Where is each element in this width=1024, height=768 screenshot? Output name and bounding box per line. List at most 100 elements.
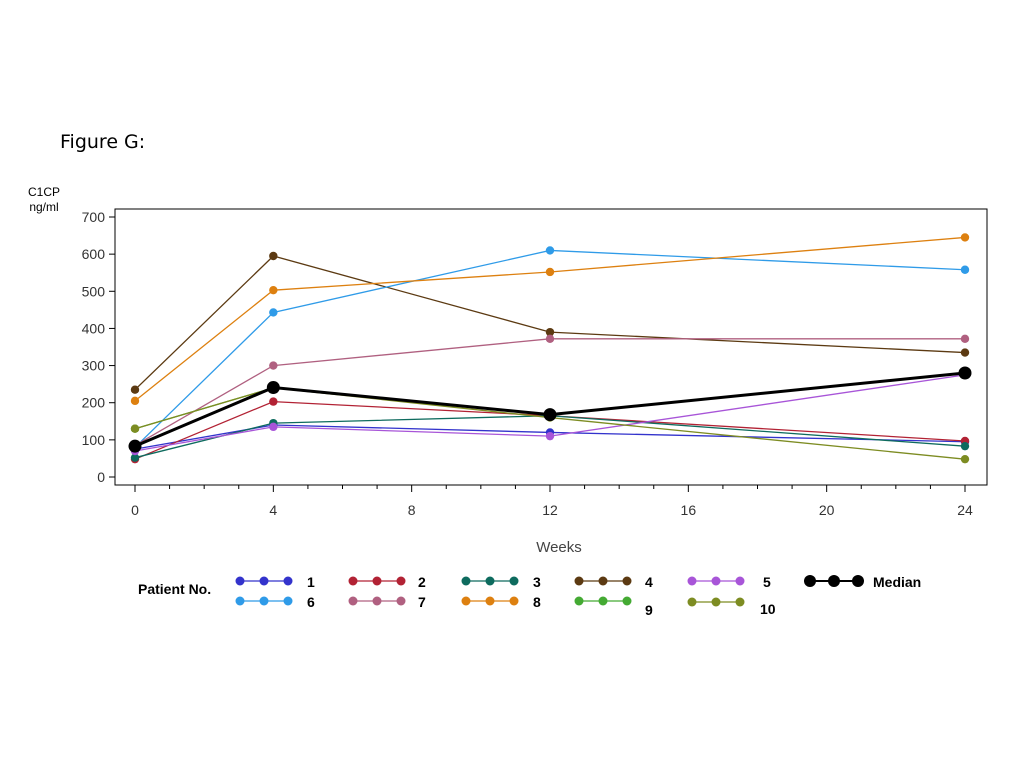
data-point: [960, 348, 970, 357]
legend-marker: [852, 575, 864, 587]
legend-marker: [396, 596, 406, 606]
x-tick-label: 20: [819, 502, 835, 518]
legend-marker: [687, 576, 697, 586]
legend-marker: [235, 576, 245, 586]
series-line-7: [134, 338, 965, 446]
legend-marker: [598, 576, 608, 586]
legend-marker: [283, 596, 293, 606]
data-point: [269, 361, 278, 370]
legend-title: Patient No.: [138, 581, 211, 597]
legend-label: 5: [763, 574, 771, 590]
legend-item-10: 10: [687, 597, 776, 617]
legend-label: 10: [760, 601, 776, 617]
legend-item-2: 2: [348, 574, 426, 590]
series-line-10: [134, 387, 966, 460]
legend-marker: [348, 576, 358, 586]
x-tick-label: 16: [681, 502, 697, 518]
legend-marker: [687, 597, 697, 607]
legend-marker: [485, 596, 495, 606]
y-tick-label: 200: [82, 395, 106, 411]
legend-label: 3: [533, 574, 541, 590]
legend-label: 7: [418, 594, 426, 610]
data-point: [545, 327, 555, 337]
figure-title: Figure G:: [60, 131, 146, 153]
data-point: [269, 397, 278, 406]
y-tick-label: 600: [82, 246, 106, 262]
legend-marker: [461, 596, 471, 606]
legend-label: 4: [645, 574, 653, 590]
x-tick-label: 8: [408, 502, 416, 518]
data-point: [269, 308, 278, 317]
legend-marker: [711, 576, 721, 586]
legend-marker: [348, 596, 358, 606]
data-point: [960, 233, 970, 242]
data-point: [960, 454, 970, 464]
y-tick-label: 100: [82, 432, 106, 448]
legend-marker: [711, 597, 721, 607]
series-line-3: [134, 415, 966, 459]
legend-item-5: 5: [687, 574, 771, 590]
legend-marker: [259, 596, 269, 606]
legend-label: 8: [533, 594, 541, 610]
y-tick-label: 0: [97, 469, 105, 485]
data-point: [543, 408, 557, 422]
y-tick-label: 700: [82, 209, 106, 225]
legend-item-6: 6: [235, 594, 315, 610]
legend-label: 6: [307, 594, 315, 610]
series-line-median: [134, 371, 966, 448]
data-point: [545, 267, 555, 277]
legend-item-8: 8: [461, 594, 541, 610]
legend-label: 2: [418, 574, 426, 590]
data-point: [269, 422, 278, 432]
data-point: [960, 441, 970, 451]
data-point: [266, 380, 280, 394]
x-axis-title: Weeks: [536, 539, 582, 556]
x-tick-label: 12: [542, 502, 558, 518]
legend-marker: [574, 576, 584, 586]
series-line-8: [134, 236, 966, 402]
legend-item-1: 1: [235, 574, 315, 590]
legend-marker: [509, 576, 519, 586]
series-4: [130, 251, 970, 394]
legend-marker: [396, 576, 406, 586]
series-8: [130, 233, 970, 406]
data-point: [545, 431, 555, 441]
data-point: [958, 366, 972, 380]
legend-marker: [485, 576, 495, 586]
legend-marker: [461, 576, 471, 586]
x-tick-label: 4: [269, 502, 277, 518]
series-line-5: [134, 374, 966, 452]
x-tick-label: 0: [131, 502, 139, 518]
legend-label: 9: [645, 602, 653, 618]
legend-marker: [509, 596, 519, 606]
y-tick-label: 300: [82, 358, 106, 374]
legend-marker: [622, 576, 632, 586]
data-point: [130, 396, 140, 406]
legend-marker: [735, 576, 745, 586]
y-axis-label-line1: C1CP: [27, 185, 60, 199]
legend-marker: [372, 596, 382, 606]
legend-label: Median: [873, 574, 921, 590]
series-line-4: [134, 255, 966, 391]
legend-marker: [804, 575, 816, 587]
data-point: [545, 246, 555, 255]
legend-marker: [283, 576, 293, 586]
legend-marker: [574, 596, 584, 606]
legend-marker: [372, 576, 382, 586]
legend-item-7: 7: [348, 594, 426, 610]
y-tick-label: 500: [82, 283, 106, 299]
data-point: [545, 334, 555, 344]
legend-marker: [735, 597, 745, 607]
legend-marker: [598, 596, 608, 606]
y-axis-label-line2: ng/ml: [29, 200, 59, 214]
data-point: [269, 251, 278, 261]
series-line-1: [134, 424, 966, 450]
plot-frame: [114, 208, 988, 486]
y-tick-label: 400: [82, 320, 106, 336]
legend-item-3: 3: [461, 574, 541, 590]
legend-marker: [828, 575, 840, 587]
series-line-2: [134, 400, 966, 460]
data-point: [128, 439, 142, 453]
x-tick-label: 24: [957, 502, 973, 518]
